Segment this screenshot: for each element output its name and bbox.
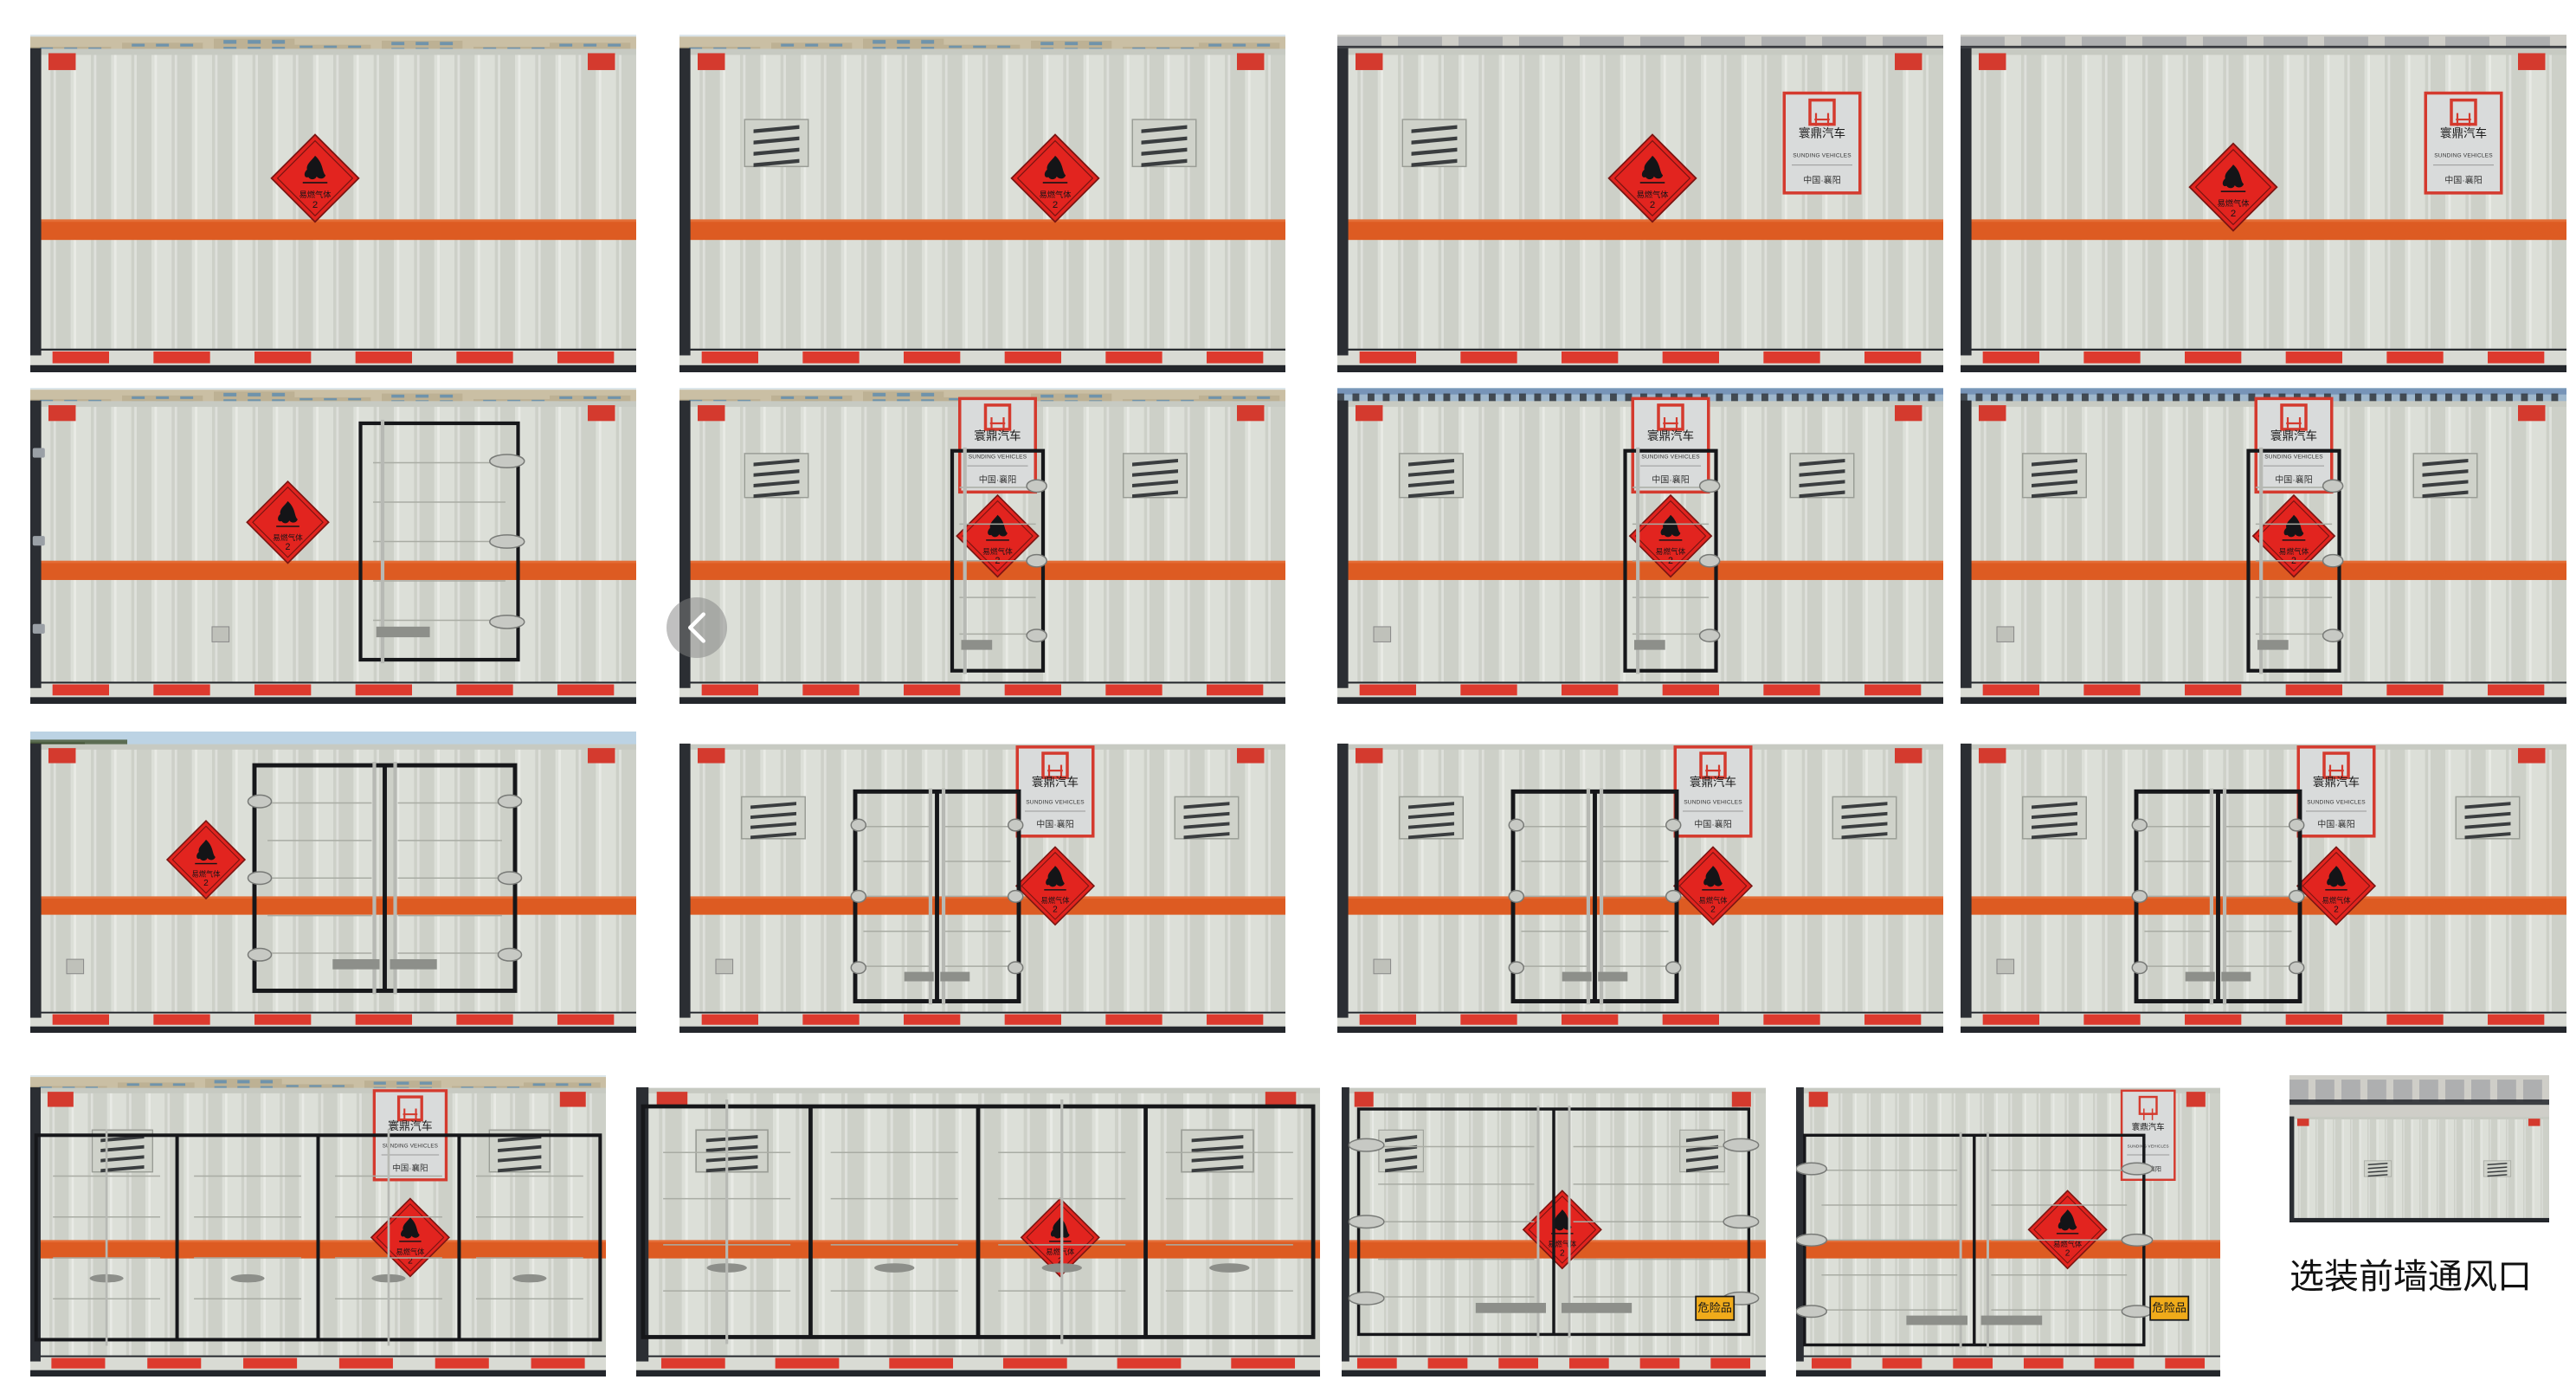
svg-text:易燃气体: 易燃气体 — [1637, 190, 1669, 199]
svg-text:易燃气体: 易燃气体 — [2218, 198, 2250, 208]
svg-text:2: 2 — [1710, 906, 1716, 915]
svg-text:易燃气体: 易燃气体 — [982, 546, 1013, 556]
svg-text:易燃气体: 易燃气体 — [192, 870, 222, 879]
svg-text:SUNDING VEHICLES: SUNDING VEHICLES — [2128, 1144, 2169, 1149]
svg-text:中国·襄阳: 中国·襄阳 — [1803, 174, 1841, 185]
svg-text:SUNDING VEHICLES: SUNDING VEHICLES — [969, 454, 1027, 460]
svg-text:SUNDING VEHICLES: SUNDING VEHICLES — [1684, 800, 1742, 806]
svg-text:SUNDING VEHICLES: SUNDING VEHICLES — [1793, 152, 1852, 158]
svg-text:2: 2 — [312, 200, 318, 210]
svg-text:2: 2 — [203, 879, 209, 888]
svg-text:易燃气体: 易燃气体 — [2053, 1240, 2083, 1248]
svg-text:寰鼎汽车: 寰鼎汽车 — [1647, 429, 1694, 442]
svg-text:2: 2 — [1053, 200, 1058, 210]
svg-text:寰鼎汽车: 寰鼎汽车 — [2440, 126, 2487, 139]
svg-text:中国·襄阳: 中国·襄阳 — [2317, 818, 2355, 829]
svg-text:SUNDING VEHICLES: SUNDING VEHICLES — [2434, 152, 2493, 158]
svg-text:2: 2 — [2231, 209, 2236, 219]
svg-text:中国·襄阳: 中国·襄阳 — [1036, 818, 1074, 829]
svg-text:易燃气体: 易燃气体 — [1656, 546, 1686, 556]
svg-text:易燃气体: 易燃气体 — [299, 190, 332, 199]
svg-text:寰鼎汽车: 寰鼎汽车 — [1799, 126, 1845, 139]
svg-text:2: 2 — [286, 542, 291, 552]
svg-text:寰鼎汽车: 寰鼎汽车 — [1032, 775, 1079, 789]
svg-text:易燃气体: 易燃气体 — [2279, 546, 2309, 556]
svg-text:易燃气体: 易燃气体 — [1040, 190, 1072, 199]
svg-text:SUNDING VEHICLES: SUNDING VEHICLES — [2307, 800, 2366, 806]
svg-text:寰鼎汽车: 寰鼎汽车 — [2132, 1122, 2165, 1132]
svg-text:中国·襄阳: 中国·襄阳 — [1652, 474, 1690, 486]
svg-text:SUNDING VEHICLES: SUNDING VEHICLES — [1641, 454, 1700, 460]
svg-text:危险品: 危险品 — [1697, 1301, 1732, 1314]
svg-text:中国·襄阳: 中国·襄阳 — [979, 474, 1017, 486]
svg-text:易燃气体: 易燃气体 — [2322, 896, 2352, 905]
svg-text:危险品: 危险品 — [2152, 1301, 2186, 1314]
svg-text:易燃气体: 易燃气体 — [1041, 896, 1071, 905]
svg-text:易燃气体: 易燃气体 — [1699, 896, 1729, 905]
svg-text:中国·襄阳: 中国·襄阳 — [392, 1163, 428, 1173]
svg-text:SUNDING VEHICLES: SUNDING VEHICLES — [2264, 454, 2323, 460]
svg-text:寰鼎汽车: 寰鼎汽车 — [388, 1119, 433, 1132]
svg-text:寰鼎汽车: 寰鼎汽车 — [974, 429, 1021, 442]
svg-text:易燃气体: 易燃气体 — [1046, 1247, 1075, 1256]
svg-text:寰鼎汽车: 寰鼎汽车 — [2270, 429, 2317, 442]
svg-text:2: 2 — [1560, 1249, 1565, 1259]
svg-text:中国·襄阳: 中国·襄阳 — [1694, 818, 1732, 829]
svg-text:2: 2 — [1650, 200, 1655, 210]
svg-text:SUNDING VEHICLES: SUNDING VEHICLES — [1026, 800, 1085, 806]
svg-text:易燃气体: 易燃气体 — [273, 532, 303, 542]
svg-text:寰鼎汽车: 寰鼎汽车 — [1690, 775, 1736, 789]
svg-text:2: 2 — [2334, 906, 2339, 915]
svg-text:寰鼎汽车: 寰鼎汽车 — [2313, 775, 2360, 789]
svg-text:SUNDING VEHICLES: SUNDING VEHICLES — [383, 1144, 438, 1150]
svg-text:中国·襄阳: 中国·襄阳 — [2275, 474, 2313, 486]
svg-text:2: 2 — [2065, 1249, 2070, 1259]
svg-text:易燃气体: 易燃气体 — [396, 1247, 425, 1256]
svg-text:2: 2 — [1053, 906, 1058, 915]
svg-text:中国·襄阳: 中国·襄阳 — [2444, 174, 2483, 185]
